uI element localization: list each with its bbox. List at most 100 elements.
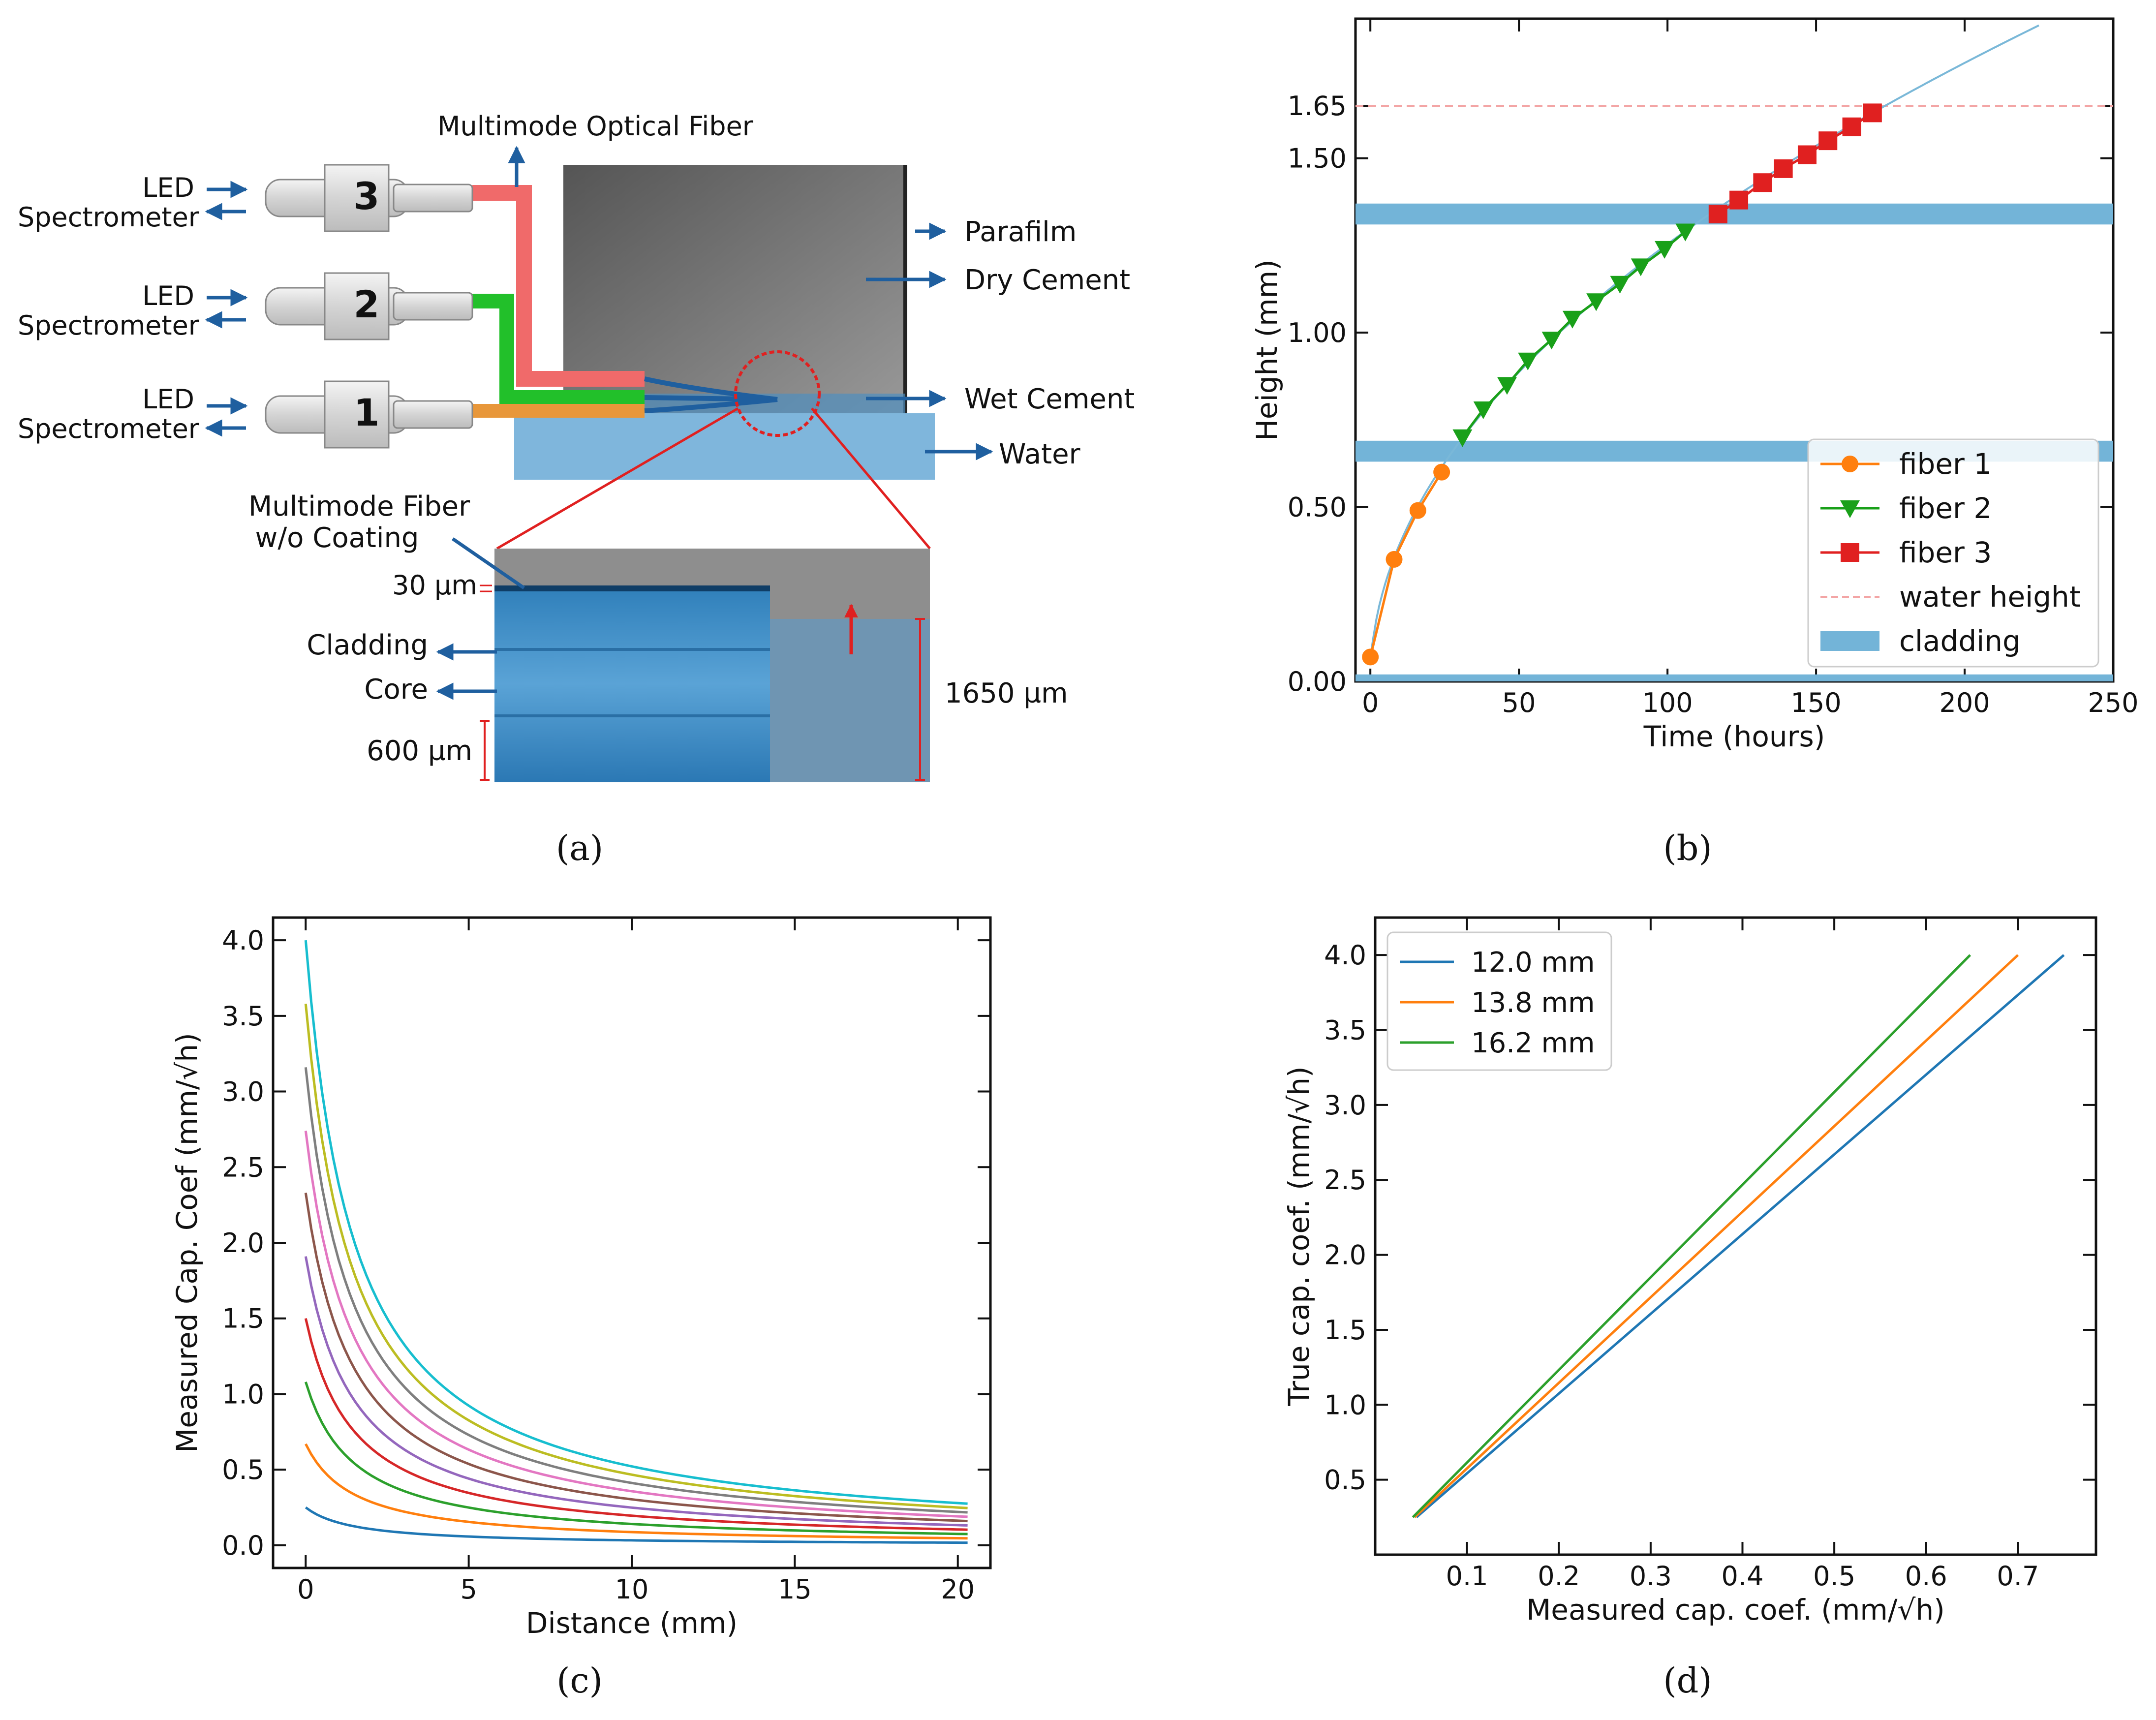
calibration-line-3 — [1412, 954, 1971, 1518]
decay-curve-6 — [304, 1256, 968, 1527]
panel-d-caption: (d) — [1663, 1660, 1712, 1701]
legend-label: fiber 2 — [1899, 491, 1992, 525]
spectrometer-label: Spectrometer — [18, 310, 200, 341]
x-tick-label: 0.5 — [1813, 1561, 1855, 1592]
x-axis-label: Measured cap. coef. (mm/√h) — [1526, 1593, 1945, 1627]
y-tick-label: 0.00 — [1288, 666, 1347, 697]
data-point — [1631, 258, 1651, 276]
data-point — [1863, 103, 1882, 123]
y-tick-label: 0.5 — [1324, 1465, 1366, 1496]
legend-label: cladding — [1899, 624, 2021, 658]
uncoated-pointer — [452, 537, 525, 589]
legend-label: 16.2 mm — [1471, 1027, 1595, 1059]
io-labels-3: LED Spectrometer — [18, 172, 248, 233]
legend-label: water height — [1899, 580, 2081, 614]
x-tick-label: 100 — [1642, 687, 1693, 718]
legend-label: fiber 3 — [1899, 536, 1992, 569]
decay-curve-7 — [304, 1318, 968, 1531]
y-tick-label: 1.0 — [222, 1379, 264, 1410]
y-tick-label: 4.0 — [1324, 940, 1366, 971]
fiber-2 — [472, 294, 645, 405]
data-point — [1729, 190, 1749, 210]
panel-b-height-vs-time: 0 50 100 150 200 250 0.00 0.50 1.00 1.50 1.65 Time … — [1250, 17, 2139, 868]
y-axis-label: Height (mm) — [1250, 259, 1284, 440]
legend-box — [1386, 931, 1612, 1071]
panel-c-cap-coef-vs-distance: 0 5 10 15 20 0.0 0.5 1.0 1.5 2.0 2.5 3.0 3.5 4.0 Dista… — [170, 916, 992, 1701]
decay-curve-3 — [304, 1067, 968, 1514]
data-point — [1655, 241, 1675, 259]
zoom-line-right — [811, 407, 931, 550]
y-tick-label: 1.5 — [1324, 1315, 1366, 1346]
y-tick-label: 1.50 — [1288, 143, 1347, 174]
cladding-label: Cladding — [307, 629, 428, 661]
connector-1: 1 — [265, 380, 473, 449]
wet-cement-label: Wet Cement — [964, 383, 1135, 415]
connector-3: 3 — [265, 164, 473, 232]
zoom-circle — [734, 350, 821, 437]
data-point — [1586, 293, 1606, 311]
connector-2: 2 — [265, 272, 473, 340]
data-point — [1842, 117, 1861, 136]
spectrometer-label: Spectrometer — [18, 413, 200, 444]
x-tick-label: 50 — [1502, 687, 1536, 718]
panel-a-schematic: 3 2 1 LED Spectrometer LED Spectrometer — [18, 111, 1135, 868]
series-line-fiber-1 — [1369, 471, 1443, 657]
x-tick-label: 10 — [615, 1574, 649, 1605]
cladding-band — [1355, 674, 2113, 681]
fiber-3 — [472, 185, 645, 387]
uncoated-fiber-ends — [644, 376, 778, 413]
decay-curve-10 — [305, 1506, 968, 1544]
legend-marker — [1840, 500, 1860, 518]
y-tick-label: 2.0 — [222, 1228, 264, 1259]
plot-frame — [1374, 916, 2097, 1556]
decay-curve-2 — [304, 1003, 968, 1509]
y-tick-label: 3.5 — [1324, 1015, 1366, 1046]
decay-curve-4 — [304, 1131, 968, 1518]
data-point — [1433, 463, 1450, 481]
data-point — [1753, 173, 1772, 192]
coating-gap-label: 30 µm — [392, 570, 477, 601]
y-tick-label: 2.0 — [1324, 1240, 1366, 1271]
decay-curve-5 — [304, 1193, 968, 1523]
y-tick-label: 2.5 — [222, 1152, 264, 1183]
led-label: LED — [142, 172, 194, 203]
x-tick-label: 0.6 — [1905, 1561, 1947, 1592]
connector-2-number: 2 — [354, 282, 380, 326]
data-point — [1675, 223, 1695, 242]
x-axis-label: Time (hours) — [1643, 720, 1825, 753]
x-tick-label: 0 — [1362, 687, 1379, 718]
legend-label: 13.8 mm — [1471, 987, 1595, 1019]
y-tick-label: 1.0 — [1324, 1389, 1366, 1420]
x-axis-label: Distance (mm) — [526, 1606, 738, 1640]
y-tick-label: 1.5 — [222, 1303, 264, 1334]
zoom-inset — [480, 549, 930, 782]
connector-1-number: 1 — [354, 391, 380, 434]
led-label: LED — [142, 384, 194, 415]
led-label: LED — [142, 280, 194, 311]
decay-curve-9 — [305, 1443, 968, 1540]
spectrometer-label: Spectrometer — [18, 202, 200, 233]
data-point — [1497, 377, 1517, 395]
legend-marker — [1842, 456, 1858, 472]
core-label: Core — [364, 674, 428, 706]
panel-a-caption: (a) — [556, 828, 603, 868]
decay-curve-1 — [304, 940, 968, 1505]
decay-curve-8 — [304, 1382, 968, 1536]
panel-c-caption: (c) — [556, 1660, 603, 1701]
x-tick-label: 0.2 — [1538, 1561, 1580, 1592]
panel-b-caption: (b) — [1663, 828, 1712, 868]
y-tick-label: 3.5 — [222, 1001, 264, 1032]
data-point — [1818, 131, 1838, 151]
y-tick-label: 3.0 — [222, 1076, 264, 1107]
y-tick-label: 2.5 — [1324, 1165, 1366, 1196]
calibration-line-1 — [1416, 954, 2065, 1518]
x-tick-label: 0.4 — [1722, 1561, 1764, 1592]
x-tick-label: 15 — [778, 1574, 812, 1605]
y-tick-label: 3.0 — [1324, 1090, 1366, 1121]
panel-d-true-vs-measured: 0.1 0.2 0.3 0.4 0.5 0.6 0.7 0.5 1.0 1.5 2.0 2.5 3.0 3… — [1282, 916, 2097, 1701]
x-tick-label: 250 — [2088, 687, 2138, 718]
plot-frame — [272, 916, 992, 1569]
legend-box — [1807, 438, 2099, 668]
legend-label: fiber 1 — [1899, 447, 1992, 481]
